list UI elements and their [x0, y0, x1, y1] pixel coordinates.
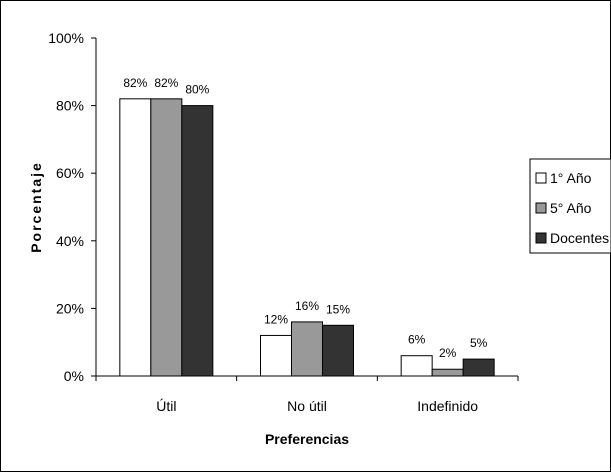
- y-tick-label: 0%: [64, 368, 84, 384]
- data-label: 5%: [470, 336, 488, 350]
- bar: [260, 334, 292, 377]
- data-label: 82%: [154, 76, 178, 90]
- bars: [119, 98, 495, 377]
- x-tick-label: Indefinido: [417, 398, 478, 414]
- data-label: 15%: [326, 302, 350, 316]
- bar: [462, 358, 495, 377]
- data-labels: 82% 82% 80% 12% 16% 15% 6% 2% 5%: [123, 76, 487, 360]
- data-label: 16%: [295, 299, 319, 313]
- bar: [291, 321, 323, 377]
- y-tick-label: 40%: [56, 233, 84, 249]
- y-tick-label: 100%: [48, 30, 84, 46]
- y-tick-label: 20%: [56, 300, 84, 316]
- data-label: 6%: [408, 333, 426, 347]
- legend-swatch: [535, 202, 547, 214]
- bar: [322, 324, 354, 377]
- bar: [181, 105, 214, 377]
- legend-label: 1° Año: [550, 170, 592, 186]
- bar: [431, 368, 464, 377]
- legend-label: 5° Año: [550, 200, 592, 216]
- y-axis-title: Porcentaje: [28, 161, 44, 253]
- legend-swatch: [535, 172, 547, 184]
- legend-swatch: [535, 232, 547, 244]
- x-axis-title: Preferencias: [265, 431, 349, 447]
- data-label: 12%: [264, 312, 288, 326]
- x-tick-label: Útil: [156, 398, 176, 414]
- y-tick-label: 80%: [56, 98, 84, 114]
- x-axis-ticks: Útil No útil Indefinido: [95, 376, 519, 414]
- x-tick-label: No útil: [287, 398, 327, 414]
- data-label: 82%: [123, 76, 147, 90]
- bar: [150, 98, 183, 377]
- data-label: 80%: [185, 83, 209, 97]
- legend: 1° Año 5° Año Docentes: [529, 158, 611, 254]
- y-axis-ticks: 0% 20% 40% 60% 80% 100%: [48, 30, 96, 384]
- data-label: 2%: [439, 346, 457, 360]
- legend-label: Docentes: [550, 230, 609, 246]
- bar: [400, 355, 433, 377]
- bar: [119, 98, 152, 377]
- y-tick-label: 60%: [56, 165, 84, 181]
